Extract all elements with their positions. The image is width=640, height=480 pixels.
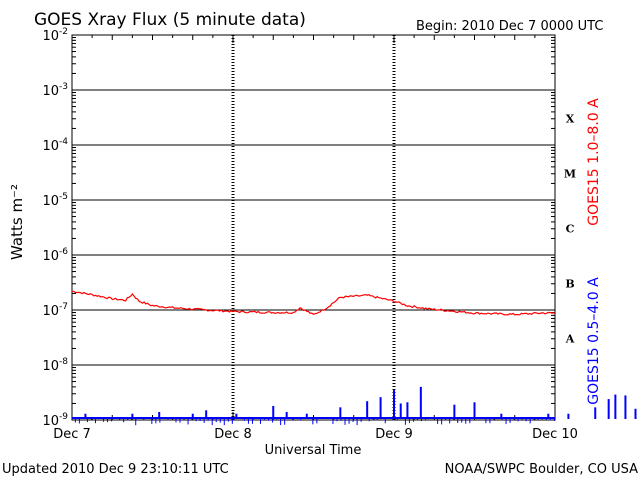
flare-class-label: M <box>564 168 576 181</box>
flare-class-labels: X M C B A <box>564 113 576 346</box>
begin-label: Begin: 2010 Dec 7 0000 UTC <box>416 19 603 34</box>
legend-series-long: GOES15 1.0–8.0 A <box>586 98 602 226</box>
y-axis-label: Watts m⁻² <box>8 184 26 260</box>
flare-class-label: X <box>566 113 575 126</box>
y-tick-label: 10-6 <box>42 247 68 264</box>
y-tick-label: 10-2 <box>42 27 68 44</box>
flare-class-label: C <box>566 223 575 236</box>
series-layer <box>71 290 637 426</box>
x-tick-label: Dec 10 <box>532 427 578 442</box>
y-tick-label: 10-4 <box>42 137 68 154</box>
y-tick-label: 10-5 <box>42 192 68 209</box>
x-tick-label: Dec 7 <box>53 427 91 442</box>
y-tick-label: 10-3 <box>42 82 68 99</box>
x-axis-label: Universal Time <box>265 443 362 458</box>
series-line-long <box>71 290 556 316</box>
x-tick-label: Dec 8 <box>214 427 252 442</box>
updated-timestamp: Updated 2010 Dec 9 23:10:11 UTC <box>2 462 229 477</box>
y-tick-label: 10-8 <box>42 357 68 374</box>
y-tick-label: 10-9 <box>42 412 68 429</box>
source-credit: NOAA/SWPC Boulder, CO USA <box>445 462 638 477</box>
x-tick-label: Dec 9 <box>375 427 413 442</box>
grid-lines <box>72 35 555 420</box>
flare-class-label: A <box>565 333 575 346</box>
y-axis-ticks: 10-2 10-3 10-4 10-5 10-6 10-7 10-8 10-9 <box>42 27 555 429</box>
legend-series-short: GOES15 0.5–4.0 A <box>586 277 602 405</box>
plot-area <box>71 34 556 421</box>
y-tick-label: 10-7 <box>42 302 68 319</box>
chart-title: GOES Xray Flux (5 minute data) <box>34 10 306 30</box>
x-axis-ticks: Dec 7 Dec 8 Dec 9 Dec 10 <box>53 35 578 442</box>
flare-class-label: B <box>565 278 574 291</box>
